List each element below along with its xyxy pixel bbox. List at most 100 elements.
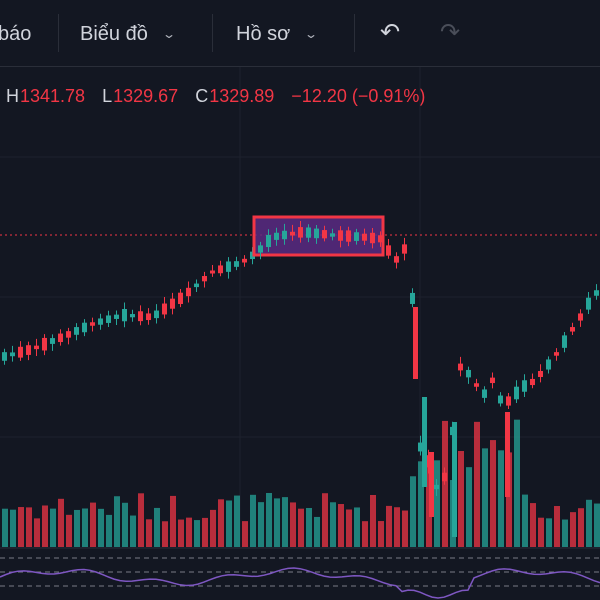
volume-bar [554, 506, 560, 547]
price-chart[interactable] [0, 67, 600, 600]
volume-bar [466, 467, 472, 547]
candle-body [362, 233, 367, 241]
candle-body [578, 313, 583, 321]
volume-bar [138, 493, 144, 547]
volume-bar [234, 495, 240, 547]
candle-body [58, 333, 63, 343]
volume-bar [498, 450, 504, 547]
candle-body [458, 363, 463, 371]
volume-bar [34, 518, 40, 547]
volume-bar [146, 519, 152, 547]
volume-bar [10, 509, 16, 547]
candle-body [402, 244, 407, 254]
candle-body [210, 270, 215, 274]
candle-body [154, 310, 159, 319]
volume-bar [490, 440, 496, 547]
volume-bar [354, 507, 360, 547]
volume-bar [314, 516, 320, 547]
candle-body [370, 232, 375, 244]
candle-body [482, 389, 487, 398]
candle-body [452, 422, 457, 537]
candle-body [194, 283, 199, 288]
candle-body [266, 234, 271, 248]
chart-menu-button[interactable]: Biểu đồ ⌄ [80, 20, 176, 48]
volume-bars [2, 419, 600, 547]
toolbar-divider [212, 14, 213, 52]
volume-bar [114, 496, 120, 547]
volume-bar [330, 502, 336, 547]
volume-bar [42, 505, 48, 547]
candle-body [282, 230, 287, 240]
volume-bar [90, 502, 96, 547]
volume-bar [402, 510, 408, 547]
candle-body [413, 307, 418, 379]
volume-bar [18, 507, 24, 547]
volume-bar [338, 504, 344, 547]
volume-bar [162, 521, 168, 547]
candle-body [422, 397, 427, 487]
volume-bar [130, 515, 136, 547]
candle-body [386, 245, 391, 256]
candle-body [226, 261, 231, 272]
profile-menu-button[interactable]: Hồ sơ ⌄ [236, 20, 318, 48]
candle-body [42, 337, 47, 351]
volume-bar [66, 514, 72, 547]
candle-body [322, 230, 327, 239]
candle-body [26, 345, 31, 355]
volume-bar [242, 521, 248, 547]
volume-bar [2, 508, 8, 547]
candle-body [429, 452, 434, 517]
volume-bar [202, 517, 208, 547]
candle-body [474, 383, 479, 387]
undo-icon[interactable]: ↶ [380, 19, 401, 46]
candle-body [426, 455, 431, 468]
candle-body [314, 228, 319, 239]
low-key: L [102, 86, 113, 106]
candle-body [98, 318, 103, 325]
candle-body [258, 245, 263, 253]
volume-bar [322, 493, 328, 547]
volume-bar [282, 497, 288, 547]
candle-body [186, 287, 191, 297]
report-menu-partial[interactable]: báo [0, 20, 31, 48]
volume-bar [306, 507, 312, 547]
candle-body [514, 386, 519, 400]
volume-bar [258, 502, 264, 547]
volume-bar [346, 509, 352, 547]
volume-bar [410, 476, 416, 547]
candle-body [442, 472, 447, 482]
redo-icon[interactable]: ↷ [440, 19, 461, 46]
candle-body [298, 227, 303, 238]
low-value: 1329.67 [113, 86, 179, 106]
volume-bar [154, 507, 160, 547]
candle-body [170, 298, 175, 309]
volume-bar [378, 521, 384, 547]
volume-bar [386, 505, 392, 547]
ohlc-legend: H1341.78 L1329.67 C1329.89 −12.20 (−0.91… [6, 86, 437, 107]
volume-bar [250, 494, 256, 547]
change-value: −12.20 (−0.91%) [291, 86, 426, 106]
candle-body [562, 335, 567, 348]
candle-body [178, 292, 183, 304]
volume-bar [370, 494, 376, 547]
candle-body [34, 345, 39, 350]
volume-bar [58, 498, 64, 547]
volume-bar [418, 461, 424, 547]
candle-body [82, 322, 87, 333]
toolbar-divider [354, 14, 355, 52]
candle-body [330, 233, 335, 237]
candle-body [242, 258, 247, 263]
volume-bar [82, 508, 88, 547]
volume-bar [586, 499, 592, 547]
volume-bar [26, 507, 32, 547]
volume-bar [218, 499, 224, 547]
candle-body [346, 230, 351, 242]
volume-bar [538, 517, 544, 547]
volume-bar [170, 495, 176, 547]
report-menu-label: báo [0, 22, 32, 45]
close-value: 1329.89 [209, 86, 275, 106]
chevron-down-icon: ⌄ [161, 27, 176, 41]
candle-body [306, 227, 311, 238]
volume-bar [522, 494, 528, 547]
candle-body [466, 369, 471, 378]
